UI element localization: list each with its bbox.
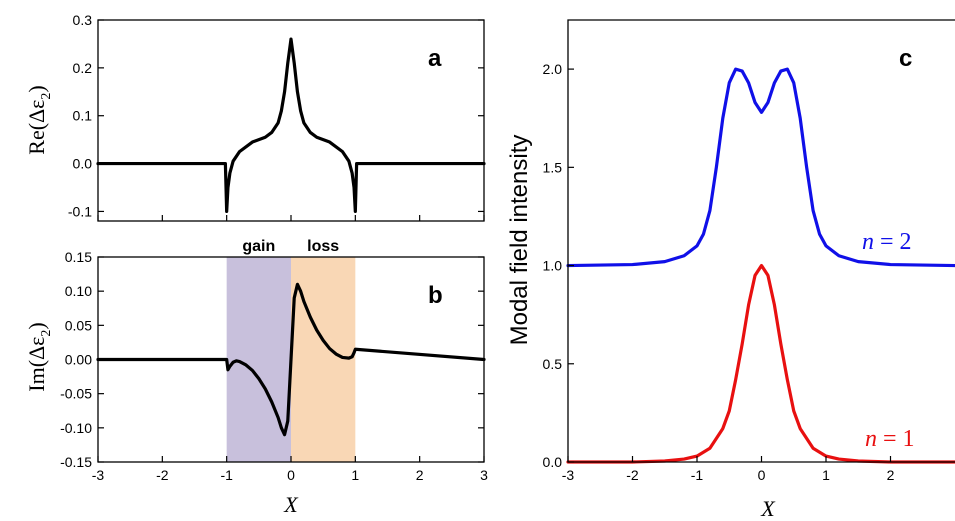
- panel-a-ytick-label: 0.0: [73, 156, 93, 172]
- panel-b-xlabel: X: [283, 492, 299, 517]
- series-label-n1-var: n: [865, 426, 877, 452]
- panel-c-xtick-label: -2: [626, 467, 639, 483]
- panel-b-xtick-label: 2: [416, 467, 424, 483]
- panel-a-yticks: 0.3 0.2 0.1 0.0 -0.1: [68, 12, 485, 221]
- panel-c-curve-layer: [566, 67, 955, 464]
- region-label-gain: gain: [242, 238, 275, 255]
- panel-b-region-labels: gain loss: [242, 238, 339, 255]
- panel-b-ylabel: Im(Δε2): [24, 322, 54, 391]
- series-label-n1: n = 1: [865, 426, 915, 452]
- panel-a-letter: a: [428, 45, 442, 72]
- panel-b-series-0-line: [96, 282, 486, 437]
- panel-b-xtick-label: -1: [220, 467, 233, 483]
- panel-b-xtick-label: -2: [156, 467, 169, 483]
- panel-c-letter: c: [899, 45, 912, 72]
- panel-a-series-0-line: [96, 37, 486, 214]
- panel-b-ytick-label: -0.10: [60, 420, 92, 436]
- panel-b-ytick-label: -0.15: [60, 454, 92, 470]
- panel-a-ytick-label: 0.1: [73, 108, 93, 124]
- panel-c-series-0-line: [566, 67, 955, 268]
- panel-b-ylabel-main: Im(Δε: [24, 337, 49, 392]
- panel-a-ytick-label: 0.2: [73, 60, 93, 76]
- panel-c-xtick-label: -1: [691, 467, 704, 483]
- panel-b-xtick-label: -3: [92, 467, 105, 483]
- panel-b-curve-layer: [96, 282, 486, 437]
- panel-a-ytick-label: 0.3: [73, 12, 93, 28]
- panel-a-ylabel: Re(Δε2): [24, 85, 54, 154]
- panel-a-ytick-label: -0.1: [68, 203, 92, 219]
- series-label-n2-var: n: [862, 229, 874, 255]
- panel-c-xlabel: X: [760, 496, 776, 521]
- series-label-n2: n = 2: [862, 229, 912, 255]
- panel-b-ytick-label: 0.15: [65, 249, 92, 265]
- panel-a: 0.3 0.2 0.1 0.0 -0.1 a Re(Δε2): [24, 12, 486, 222]
- panel-b-ytick-label: 0.10: [65, 283, 92, 299]
- panel-b-yticks: 0.15 0.10 0.05 0.00 -0.05 -0.10 -0.15: [60, 249, 484, 470]
- panel-c-ytick-label: 1.5: [543, 159, 563, 175]
- panel-c-xtick-label: 2: [887, 467, 895, 483]
- panel-c-ytick-label: 2.0: [543, 61, 563, 77]
- panel-b-ytick-label: 0.05: [65, 317, 92, 333]
- panel-c-yticks: 2.0 1.5 1.0 0.5 0.0: [543, 61, 574, 470]
- panel-a-curve-layer: [96, 37, 486, 214]
- panel-b-ylabel-sub: 2: [39, 330, 54, 337]
- panel-a-ylabel-sub: 2: [39, 93, 54, 100]
- panel-c-ytick-label: 1.0: [543, 258, 563, 274]
- series-label-n2-rest: = 2: [880, 229, 912, 255]
- series-label-n1-rest: = 1: [883, 426, 915, 452]
- panel-b-xtick-label: 0: [287, 467, 295, 483]
- panel-c-xticks: -3 -2 -1 0 1 2: [562, 456, 895, 483]
- panel-c-xtick-label: 1: [822, 467, 830, 483]
- panel-b-letter: b: [428, 282, 443, 309]
- panel-a-ylabel-close: ): [24, 85, 49, 92]
- panel-c-ytick-label: 0.0: [543, 454, 563, 470]
- panel-a-ylabel-main: Re(Δε: [24, 100, 49, 155]
- region-label-loss: loss: [307, 238, 339, 255]
- panel-b-ylabel-close: ): [24, 322, 49, 329]
- panel-c: 2.0 1.5 1.0 0.5 0.0 -3 -2 -1 0 1 2 c Modal field …: [506, 19, 955, 521]
- panel-c-xtick-label: -3: [562, 467, 575, 483]
- panel-b-ytick-label: -0.05: [60, 386, 92, 402]
- panel-c-ylabel: Modal field intensity: [506, 135, 533, 346]
- panel-b-ytick-label: 0.00: [65, 352, 92, 368]
- panel-b-xticks: -3 -2 -1 0 1 2 3: [92, 456, 488, 483]
- panel-b-xtick-label: 3: [480, 467, 488, 483]
- panel-c-ytick-label: 0.5: [543, 356, 563, 372]
- panel-b: 0.15 0.10 0.05 0.00 -0.05 -0.10 -0.15 -3 -2 -1 0 1…: [24, 238, 488, 517]
- panel-c-xtick-label: 0: [758, 467, 766, 483]
- panel-b-xtick-label: 1: [351, 467, 359, 483]
